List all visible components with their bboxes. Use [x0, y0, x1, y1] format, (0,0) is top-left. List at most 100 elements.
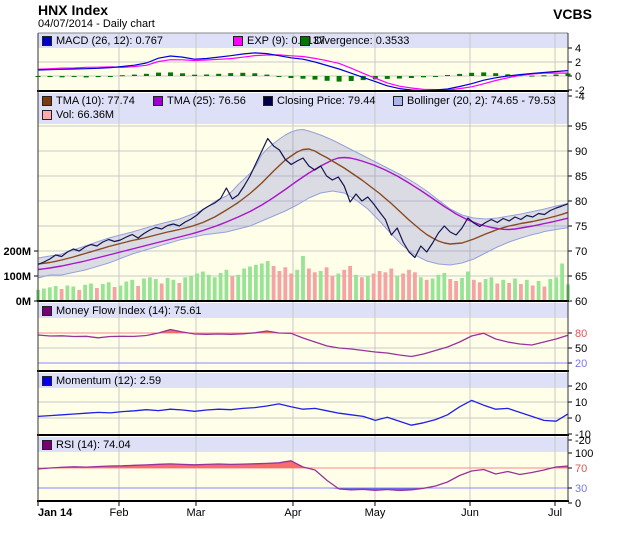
divergence-bar: [553, 74, 559, 76]
divergence-bar: [469, 72, 475, 76]
volume-bar: [507, 283, 511, 301]
volume-bar: [47, 287, 52, 302]
mfi-line: [37, 328, 569, 358]
volume-bar: [83, 284, 87, 302]
volume-bar: [248, 266, 252, 301]
rsi-y-label: 70: [575, 463, 587, 475]
rsi-y-label: 0: [575, 498, 581, 510]
main-y-label: 85: [575, 171, 587, 183]
volume-bar: [513, 278, 517, 301]
divergence-bar: [360, 76, 366, 81]
bollinger-lower-line: [37, 190, 569, 279]
volume-bar: [165, 278, 170, 301]
main-y-label: 90: [575, 146, 587, 158]
divergence-bar: [505, 74, 511, 77]
volume-bar: [259, 263, 264, 301]
volume-bar: [153, 279, 158, 301]
volume-bar: [212, 277, 217, 302]
divergence-bar: [433, 76, 438, 77]
divergence-bar: [228, 73, 234, 76]
volume-bar: [330, 276, 335, 301]
mom-y-label: 10: [575, 397, 587, 409]
volume-bar: [65, 285, 70, 301]
volume-bar: [71, 286, 76, 301]
divergence-bar: [324, 76, 330, 81]
divergence-bar: [131, 74, 137, 76]
divergence-bar: [408, 76, 414, 78]
divergence-bar: [264, 74, 270, 76]
divergence-bar: [204, 74, 210, 76]
volume-bar: [224, 269, 229, 302]
main-legend-strip: [38, 93, 568, 124]
closing-price-line: [37, 137, 569, 266]
volume-bar: [289, 273, 294, 301]
volume-bar: [471, 279, 476, 302]
volume-bar: [477, 282, 482, 302]
mom-y-label: 0: [575, 413, 581, 425]
divergence-bar: [348, 76, 354, 81]
divergence-bar: [493, 73, 499, 76]
volume-bar: [301, 256, 305, 301]
divergence-bar: [529, 75, 535, 77]
divergence-bar: [336, 76, 342, 82]
volume-bar: [436, 274, 441, 302]
volume-bar: [112, 287, 117, 301]
mfi-y-label: 20: [575, 358, 587, 370]
mom-y-label: -10: [575, 429, 591, 441]
main-y-label: 65: [575, 271, 587, 283]
volume-bar: [342, 269, 347, 302]
volume-bar: [142, 278, 146, 301]
divergence-bar: [71, 76, 77, 77]
volume-bar: [177, 283, 182, 301]
rsi-overbought-fill: [38, 460, 568, 468]
volume-bar: [89, 283, 93, 301]
macd-y-label: 4: [575, 43, 581, 55]
divergence-bar: [312, 76, 318, 80]
divergence-bar: [300, 76, 306, 79]
rsi-y-label: 100: [575, 448, 593, 460]
divergence-bar: [83, 76, 89, 78]
divergence-bar: [445, 75, 450, 76]
volume-bar: [106, 282, 111, 302]
volume-bar: [283, 267, 288, 302]
volume-bar: [130, 279, 135, 302]
rsi-legend-strip: [38, 437, 568, 452]
mom-line: [37, 399, 569, 426]
volume-bar: [530, 285, 535, 301]
mfi-legend-strip: [38, 303, 568, 318]
tma25-line: [37, 156, 569, 271]
volume-bar: [424, 279, 429, 302]
volume-bar: [442, 273, 447, 301]
volume-bar: [42, 288, 46, 301]
tma10-line: [37, 148, 569, 265]
volume-bar: [560, 263, 564, 301]
volume-bar: [501, 279, 506, 302]
volume-bar: [454, 281, 458, 301]
mfi-overbought-fill: [38, 329, 568, 333]
volume-axis-label: 0M: [16, 296, 31, 308]
x-axis-label: Jan 14: [38, 507, 73, 519]
main-y-label: 70: [575, 246, 587, 258]
volume-bar: [195, 273, 199, 301]
divergence-bar: [541, 75, 547, 77]
volume-bar: [118, 285, 123, 301]
volume-bar: [466, 271, 470, 301]
bollinger-band: [38, 129, 568, 278]
volume-bar: [519, 284, 523, 301]
volume-axis-label: 100M: [3, 271, 31, 283]
volume-bar: [236, 274, 241, 302]
volume-bar: [124, 281, 129, 301]
divergence-bar: [119, 75, 125, 77]
macd-line: [37, 52, 569, 92]
divergence-bar: [421, 76, 426, 78]
mfi-y-label: 50: [575, 343, 587, 355]
volume-bar: [554, 277, 559, 302]
volume-bar: [201, 271, 205, 301]
volume-bar: [377, 271, 382, 301]
x-axis-label: Jul: [548, 507, 562, 519]
divergence-bar: [59, 76, 65, 78]
divergence-bar: [156, 72, 161, 76]
volume-bar: [59, 289, 64, 301]
volume-bar: [265, 261, 270, 301]
